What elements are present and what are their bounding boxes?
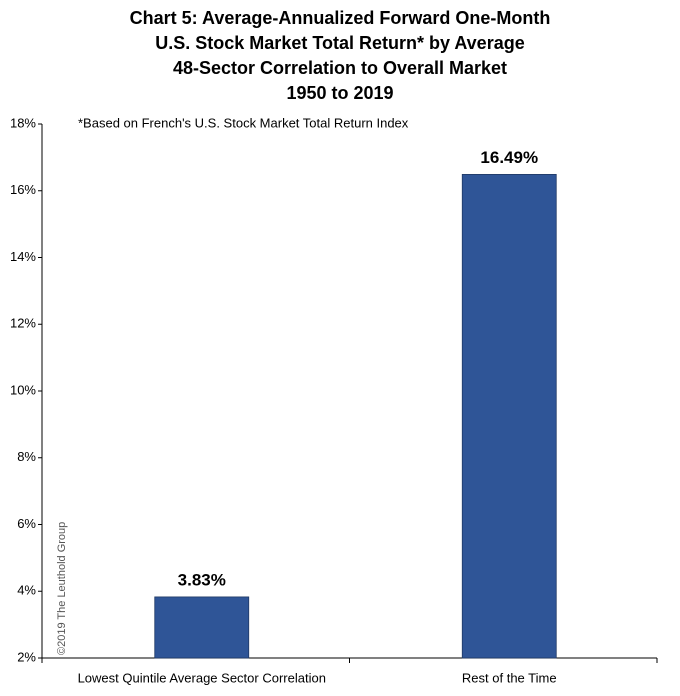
y-tick-label: 6%	[17, 516, 36, 531]
x-tick-label: Rest of the Time	[462, 670, 557, 685]
chart-title: Chart 5: Average-Annualized Forward One-…	[130, 8, 551, 28]
y-tick-label: 2%	[17, 649, 36, 664]
y-tick-label: 14%	[10, 249, 36, 264]
y-tick-label: 10%	[10, 382, 36, 397]
x-tick-label: Lowest Quintile Average Sector Correlati…	[78, 670, 326, 685]
bar	[154, 596, 250, 659]
chart-title: U.S. Stock Market Total Return* by Avera…	[155, 33, 524, 53]
credit: ©2019 The Leuthold Group	[56, 522, 68, 655]
bar	[461, 173, 557, 659]
chart-title: 1950 to 2019	[286, 83, 393, 103]
y-tick-label: 8%	[17, 449, 36, 464]
y-tick-label: 4%	[17, 583, 36, 598]
annotation: *Based on French's U.S. Stock Market Tot…	[78, 115, 409, 130]
y-tick-label: 16%	[10, 182, 36, 197]
value-label: 3.83%	[178, 570, 226, 589]
y-tick-label: 12%	[10, 316, 36, 331]
chart-title: 48-Sector Correlation to Overall Market	[173, 58, 507, 78]
y-tick-label: 18%	[10, 115, 36, 130]
value-label: 16.49%	[480, 148, 538, 167]
